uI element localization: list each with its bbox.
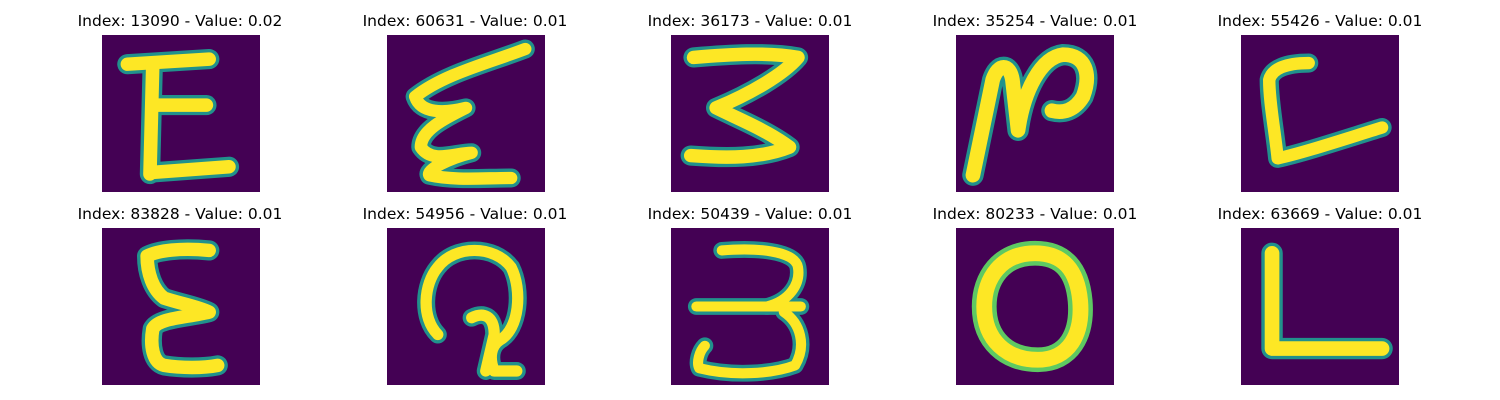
handwritten-L-glyph [1261,242,1393,360]
panel-title: Index: 83828 - Value: 0.01 [77,205,283,223]
panel-title: Index: 13090 - Value: 0.02 [77,12,283,30]
panel-title: Index: 36173 - Value: 0.01 [647,12,853,30]
handwritten-E-glyph [136,239,228,378]
panel-title: Index: 63669 - Value: 0.01 [1217,205,1423,223]
digit-image [387,35,545,192]
handwritten-N-glyph [962,43,1098,186]
digit-image [671,35,829,192]
handwritten-3-glyph [680,44,809,168]
digit-image [671,228,829,385]
panel-title: Index: 80233 - Value: 0.01 [932,205,1138,223]
digit-image [956,228,1114,385]
panel-title: Index: 55426 - Value: 0.01 [1217,12,1423,30]
digit-image [387,228,545,385]
panel-title: Index: 35254 - Value: 0.01 [932,12,1138,30]
panel-title: Index: 60631 - Value: 0.01 [362,12,568,30]
handwritten-E-glyph [117,49,240,185]
digit-image [1241,228,1399,385]
handwritten-G-glyph [417,241,527,380]
panel-title: Index: 54956 - Value: 0.01 [362,205,568,223]
handwritten-E-glyph [405,39,535,189]
digit-image [956,35,1114,192]
handwritten-O-glyph [971,240,1093,373]
handwritten-3-glyph [687,241,810,382]
digit-image [1241,35,1399,192]
digit-image [102,35,260,192]
digit-image [102,228,260,385]
panel-title: Index: 50439 - Value: 0.01 [647,205,853,223]
handwritten-L-glyph [1259,53,1392,168]
